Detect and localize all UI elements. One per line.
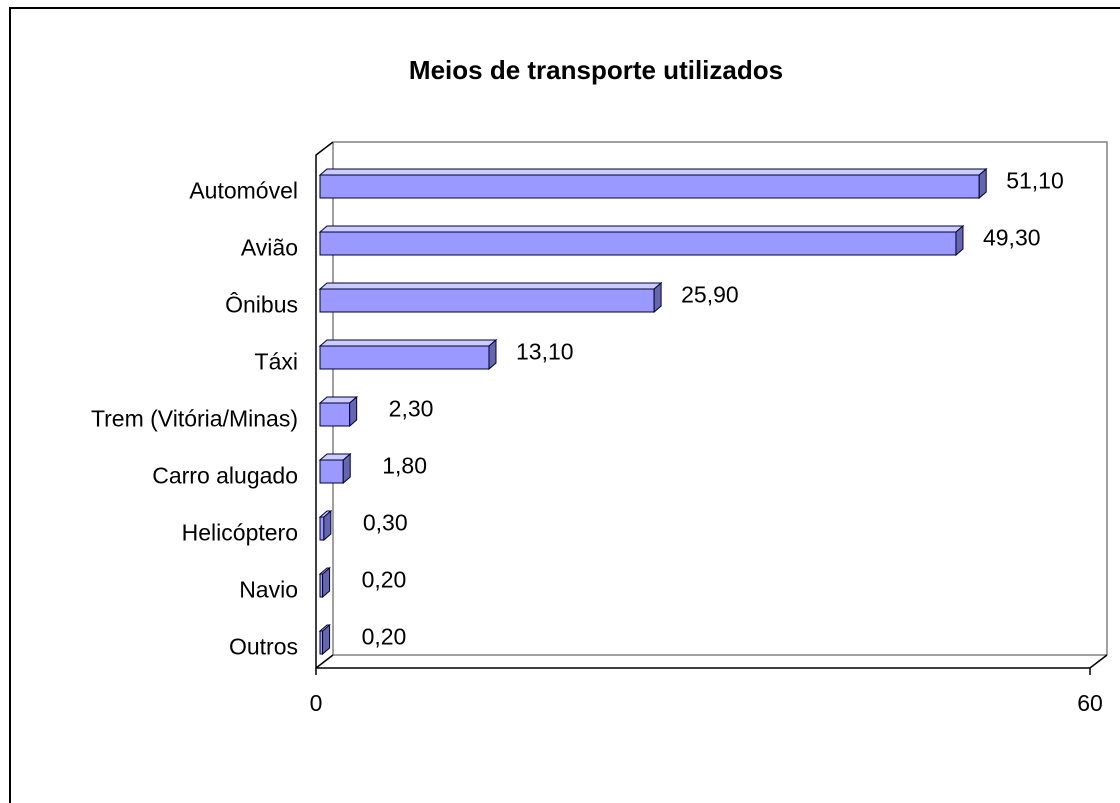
value-label: 0,20 [362,624,407,650]
value-label: 0,30 [363,510,408,536]
y-tick-label: Trem (Vitória/Minas) [91,406,298,432]
y-tick-label: Outros [229,634,298,660]
bar-top [318,225,965,233]
value-label: 1,80 [382,453,427,479]
bar [319,345,490,370]
value-label: 0,20 [362,567,407,593]
bar [319,402,351,427]
y-tick-label: Avião [241,235,298,261]
value-label: 2,30 [389,396,434,422]
value-label: 25,90 [681,282,739,308]
bar-side [978,167,987,200]
bar-side [323,509,332,542]
chart-title: Meios de transporte utilizados [409,55,783,85]
back-wall [333,141,1108,655]
y-tick-label: Navio [239,577,298,603]
bar-top [318,168,988,176]
bar [319,231,957,256]
bar-side [322,566,331,599]
bar-side [322,623,331,656]
bar [319,288,655,313]
bar-top [318,339,498,347]
value-label: 51,10 [1006,168,1064,194]
value-label: 13,10 [516,339,574,365]
bar-side [955,224,964,257]
y-tick-label: Automóvel [189,178,298,204]
bar [319,459,344,484]
bar-side [349,395,358,428]
y-tick-label: Helicóptero [182,520,298,546]
chart-frame [9,7,1120,803]
bar-top [318,282,663,290]
y-tick-label: Táxi [255,349,298,375]
bar [319,174,980,199]
x-tick-label: 60 [1077,690,1103,716]
y-tick-label: Carro alugado [152,463,298,489]
bar [319,516,325,541]
y-tick-label: Ônibus [225,291,298,318]
x-tick-label: 0 [310,690,323,716]
value-label: 49,30 [983,225,1041,251]
bar-side [488,338,497,371]
bar-side [653,281,662,314]
bar-side [342,452,351,485]
